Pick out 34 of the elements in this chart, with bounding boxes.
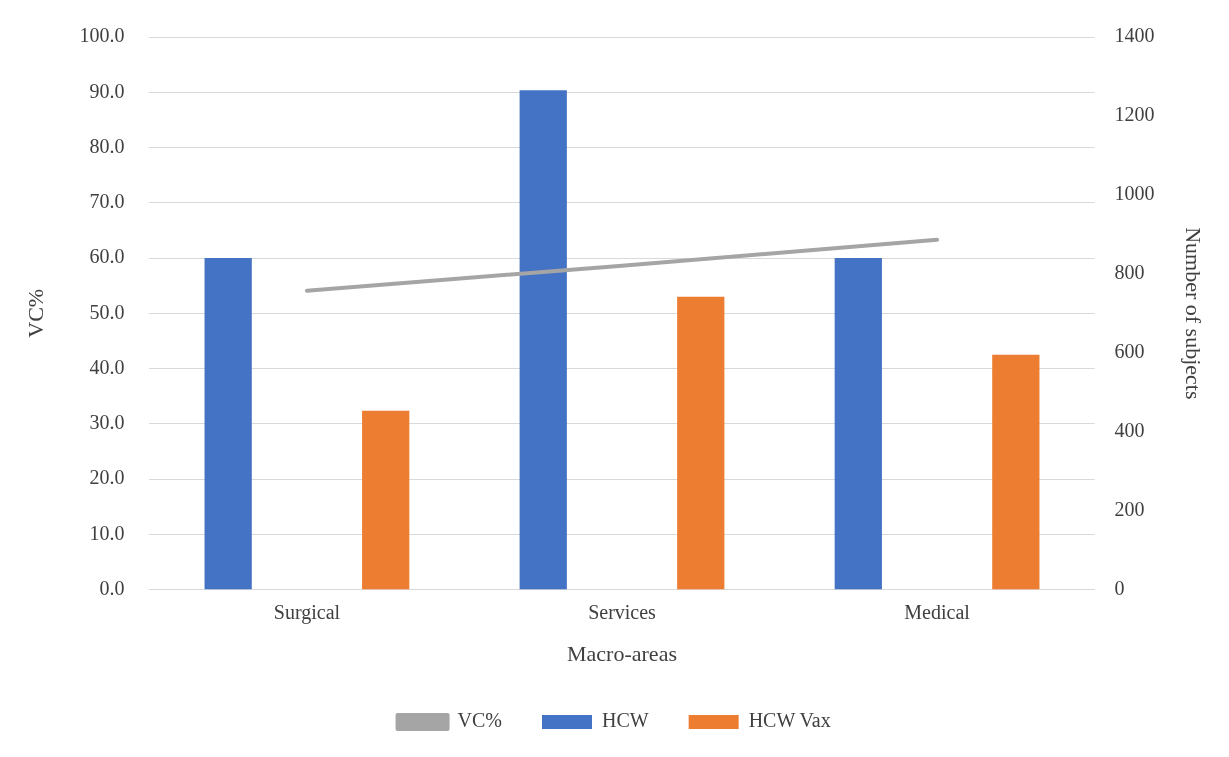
bar — [204, 258, 252, 590]
bar — [834, 258, 882, 590]
y-tick-label: 20.0 — [89, 466, 125, 489]
x-tick-label: Surgical — [273, 600, 341, 624]
y2-axis-title: Number of subjects — [1181, 227, 1207, 400]
y-tick-label: 70.0 — [89, 190, 125, 213]
bar — [519, 90, 567, 590]
bar — [677, 296, 725, 590]
y-tick-label: 60.0 — [89, 245, 125, 268]
y-axis-title: VC% — [22, 288, 48, 338]
y-tick-label: 10.0 — [89, 521, 125, 544]
y2-tick-label: 600 — [1114, 340, 1145, 363]
y-tick-label: 90.0 — [89, 79, 125, 102]
y2-tick-label: 400 — [1114, 418, 1145, 441]
y-tick-label: 30.0 — [89, 411, 125, 434]
y-tick-label: 40.0 — [89, 355, 125, 378]
y-tick-label: 0.0 — [99, 576, 125, 599]
x-axis-title: Macro-areas — [567, 640, 677, 666]
x-tick-label: Medical — [904, 600, 971, 623]
legend-label: HCW Vax — [748, 709, 831, 732]
legend-label: VC% — [457, 709, 503, 732]
x-tick-label: Services — [588, 600, 657, 623]
bar — [992, 354, 1040, 590]
legend-label: HCW — [602, 709, 649, 732]
y-tick-label: 100.0 — [79, 24, 125, 47]
y2-tick-label: 1200 — [1114, 103, 1155, 126]
bar — [362, 410, 410, 590]
y2-tick-label: 800 — [1114, 261, 1145, 284]
y2-tick-label: 1000 — [1114, 182, 1155, 205]
y2-tick-label: 200 — [1114, 497, 1145, 520]
y2-tick-label: 0 — [1114, 576, 1125, 599]
y-tick-label: 80.0 — [89, 134, 125, 157]
y2-tick-label: 1400 — [1114, 24, 1155, 47]
y-tick-label: 50.0 — [89, 300, 125, 323]
